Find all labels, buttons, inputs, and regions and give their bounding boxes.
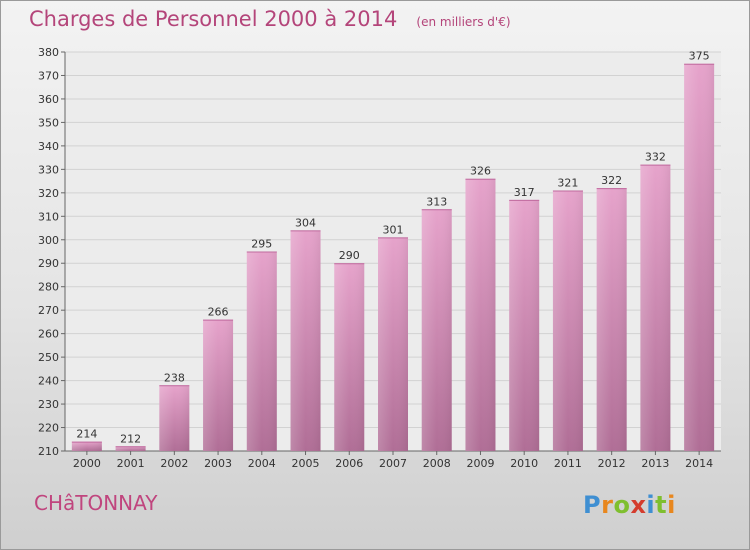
chart-subtitle: (en milliers d'€) — [416, 15, 511, 29]
y-tick-label: 270 — [38, 304, 59, 317]
bar-shine-2008 — [421, 209, 452, 451]
x-tick-label: 2006 — [335, 457, 363, 470]
bar-shine-2002 — [159, 385, 190, 451]
x-tick-label: 2001 — [117, 457, 145, 470]
x-tick-label: 2007 — [379, 457, 407, 470]
value-label: 321 — [557, 176, 578, 189]
commune-name: CHâTONNAY — [34, 491, 158, 515]
y-tick-label: 370 — [38, 69, 59, 82]
y-tick-label: 260 — [38, 328, 59, 341]
x-tick-label: 2012 — [598, 457, 626, 470]
y-tick-label: 340 — [38, 140, 59, 153]
value-label: 266 — [208, 306, 229, 319]
bar-shine-2009 — [465, 178, 496, 451]
bar-shine-2001 — [115, 446, 146, 451]
x-tick-label: 2009 — [466, 457, 494, 470]
bar-shine-2012 — [596, 188, 627, 452]
value-label: 301 — [383, 223, 404, 236]
proxiti-logo[interactable]: Proxiti — [583, 491, 676, 519]
logo-letter: P — [583, 491, 602, 519]
y-tick-label: 310 — [38, 210, 59, 223]
y-tick-label: 380 — [38, 46, 59, 59]
y-tick-label: 220 — [38, 422, 59, 435]
bar-shine-2006 — [334, 263, 365, 451]
value-label: 317 — [514, 186, 535, 199]
y-tick-label: 230 — [38, 398, 59, 411]
value-label: 375 — [689, 50, 710, 63]
bar-shine-2000 — [71, 441, 102, 451]
value-label: 290 — [339, 249, 360, 262]
bar-shine-2004 — [246, 251, 277, 451]
bar-shine-2007 — [378, 237, 408, 451]
x-tick-label: 2003 — [204, 457, 232, 470]
value-label: 332 — [645, 151, 666, 164]
value-label: 313 — [426, 195, 447, 208]
y-tick-label: 240 — [38, 375, 59, 388]
y-tick-label: 300 — [38, 234, 59, 247]
y-tick-label: 350 — [38, 116, 59, 129]
labels: 210 220 230 240 250 260 270 280 290 300 310 320 330 3… — [38, 46, 713, 470]
x-tick-label: 2010 — [510, 457, 538, 470]
y-tick-label: 280 — [38, 281, 59, 294]
logo-letter: i — [646, 491, 656, 519]
value-label: 238 — [164, 371, 185, 384]
value-label: 212 — [120, 432, 141, 445]
value-label: 295 — [251, 238, 272, 251]
bar-shine-2003 — [203, 319, 234, 451]
y-tick-label: 250 — [38, 351, 59, 364]
y-tick-label: 290 — [38, 257, 59, 270]
bar-shine-2013 — [640, 164, 671, 452]
value-label: 214 — [76, 428, 97, 441]
bar-shine-2014 — [684, 63, 715, 452]
x-tick-label: 2013 — [641, 457, 669, 470]
y-tick-label: 330 — [38, 163, 59, 176]
value-label: 326 — [470, 165, 491, 178]
bar-shine-2010 — [509, 199, 540, 451]
value-label: 304 — [295, 216, 316, 229]
y-tick-label: 320 — [38, 187, 59, 200]
x-tick-label: 2005 — [292, 457, 320, 470]
x-tick-label: 2014 — [685, 457, 713, 470]
x-tick-label: 2002 — [160, 457, 188, 470]
y-tick-label: 360 — [38, 93, 59, 106]
x-tick-label: 2008 — [423, 457, 451, 470]
logo-letter: t — [655, 491, 668, 519]
chart-title: Charges de Personnel 2000 à 2014 — [29, 7, 398, 31]
bar-shine-2011 — [552, 190, 583, 451]
logo-letter: o — [613, 491, 631, 519]
x-tick-label: 2004 — [248, 457, 276, 470]
logo-letter: r — [601, 491, 614, 519]
x-tick-label: 2011 — [554, 457, 582, 470]
value-label: 322 — [601, 174, 622, 187]
logo-letter: i — [667, 491, 676, 519]
bars — [71, 63, 715, 452]
x-tick-label: 2000 — [73, 457, 101, 470]
title-block: Charges de Personnel 2000 à 2014 (en mil… — [29, 7, 511, 31]
logo-letter: x — [630, 491, 647, 519]
bar-shine-2005 — [290, 230, 321, 451]
y-tick-label: 210 — [38, 445, 59, 458]
